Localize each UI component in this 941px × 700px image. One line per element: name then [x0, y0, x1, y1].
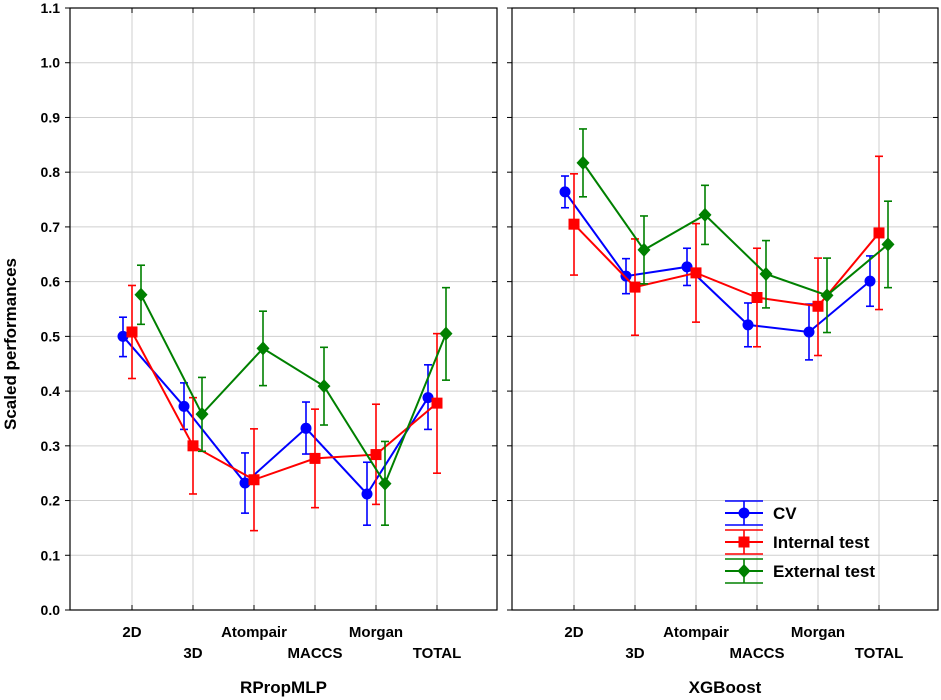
- series-external-test: [576, 128, 895, 334]
- data-point: [559, 186, 571, 198]
- x-tick-label: MACCS: [730, 645, 785, 662]
- series-internal-test: [568, 155, 885, 357]
- x-tick-label: TOTAL: [855, 645, 904, 662]
- data-point: [431, 397, 443, 409]
- series-line: [140, 294, 447, 486]
- data-point: [759, 266, 773, 281]
- legend-label: Internal test: [773, 533, 870, 552]
- y-tick-label: 0.3: [41, 438, 61, 454]
- data-point: [873, 227, 885, 239]
- plot-frame: [511, 7, 939, 611]
- data-point: [681, 261, 693, 273]
- series-line: [582, 162, 889, 297]
- data-point: [256, 341, 270, 356]
- chart-panel-rpropmlp: 0.0 0.1 0.2 0.3 0.4 0.5 0.6 0.7 0.8 0.9 1.0 1.1 2D 3D…: [41, 0, 498, 697]
- x-tick-label: Atompair: [663, 624, 729, 641]
- data-point: [309, 452, 321, 464]
- data-point: [300, 422, 312, 434]
- y-tick-label: 0.5: [41, 328, 61, 344]
- data-point: [195, 407, 209, 422]
- y-tick-label: 0.1: [41, 547, 61, 563]
- data-point: [751, 292, 763, 304]
- y-tick-label: 0.9: [41, 109, 61, 125]
- x-tick-label: Morgan: [349, 624, 403, 641]
- data-point: [620, 270, 632, 282]
- legend-label: CV: [773, 504, 797, 523]
- data-point: [187, 440, 199, 452]
- data-point: [361, 488, 373, 500]
- series-line: [122, 335, 429, 496]
- data-point: [812, 300, 824, 312]
- x-tick-label: Atompair: [221, 624, 287, 641]
- x-tick-label: MACCS: [288, 645, 343, 662]
- data-point: [742, 319, 754, 331]
- panel-title: RPropMLP: [240, 678, 327, 697]
- data-point: [690, 267, 702, 279]
- x-tick-label: 2D: [122, 624, 141, 641]
- x-tick-label: 3D: [625, 645, 644, 662]
- x-tick-label: TOTAL: [413, 645, 462, 662]
- legend: CV Internal test External test: [725, 500, 875, 584]
- data-point: [629, 281, 641, 293]
- data-point: [422, 392, 434, 404]
- y-tick-label: 1.0: [41, 55, 61, 71]
- x-tick-label: Morgan: [791, 624, 845, 641]
- series-line: [564, 191, 871, 334]
- y-tick-label: 0.4: [41, 383, 61, 399]
- legend-marker: [738, 536, 750, 548]
- data-point: [248, 474, 260, 486]
- data-point: [317, 379, 331, 394]
- y-tick-label: 1.1: [41, 0, 61, 16]
- y-tick-label: 0.8: [41, 164, 61, 180]
- series-cv: [559, 175, 876, 361]
- legend-label: External test: [773, 562, 875, 581]
- data-point: [637, 242, 651, 257]
- series-cv: [117, 316, 434, 526]
- data-point: [239, 477, 251, 489]
- data-point: [864, 275, 876, 287]
- y-tick-label: 0.2: [41, 493, 61, 509]
- legend-marker: [738, 507, 750, 519]
- panel-title: XGBoost: [689, 678, 762, 697]
- y-axis-label: Scaled performances: [1, 258, 20, 430]
- data-point: [698, 207, 712, 222]
- data-point: [803, 326, 815, 338]
- series-line: [131, 331, 438, 481]
- data-point: [820, 288, 834, 303]
- data-point: [881, 237, 895, 252]
- y-tick-label: 0.6: [41, 274, 61, 290]
- data-point: [117, 330, 129, 342]
- data-point: [576, 155, 590, 170]
- series-external-test: [134, 264, 453, 526]
- x-tick-label: 2D: [564, 624, 583, 641]
- plot-frame: [69, 7, 498, 611]
- data-point: [378, 476, 392, 491]
- series-internal-test: [126, 284, 443, 532]
- data-point: [568, 218, 580, 230]
- data-point: [178, 400, 190, 412]
- x-tick-label: 3D: [183, 645, 202, 662]
- y-tick-label: 0.7: [41, 219, 61, 235]
- legend-marker: [737, 564, 751, 578]
- data-point: [370, 449, 382, 461]
- y-tick-label: 0.0: [41, 602, 61, 618]
- data-point: [134, 287, 148, 302]
- data-point: [126, 326, 138, 338]
- data-point: [439, 326, 453, 341]
